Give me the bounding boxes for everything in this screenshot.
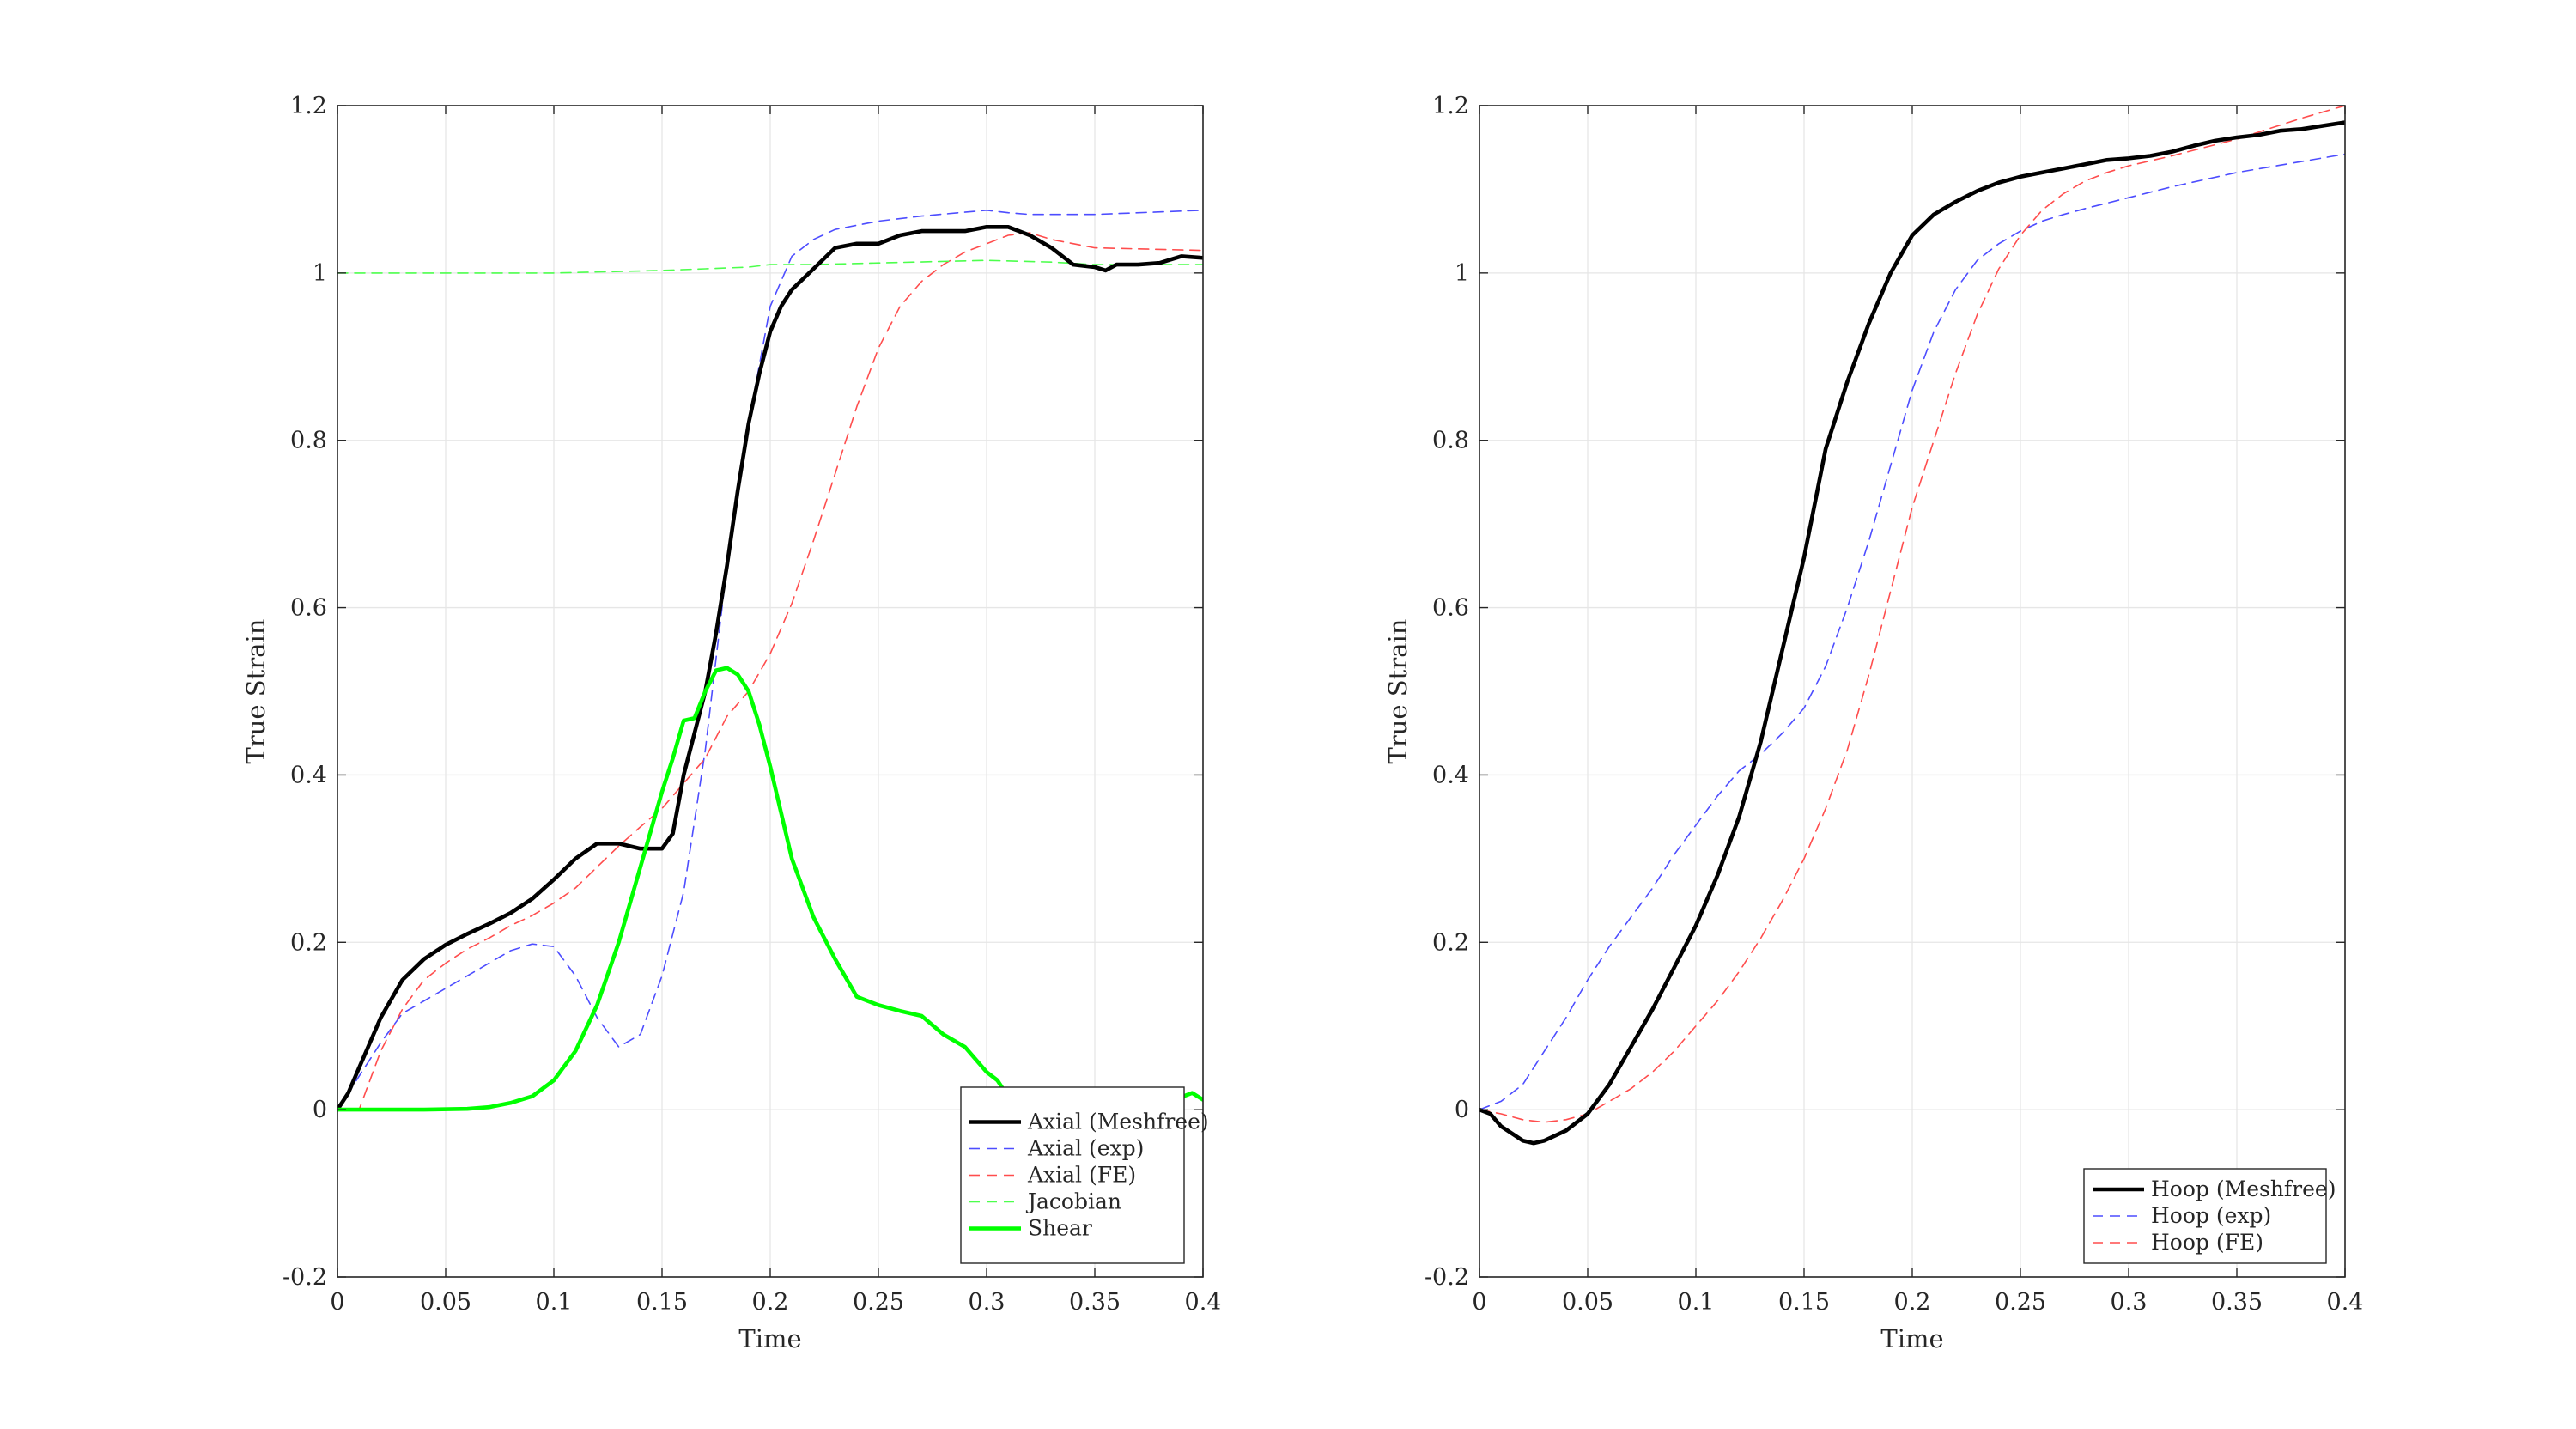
axial-strain-plot: 0 0.05 0.1 0.15 0.2 0.25 0.3 0.35 0.4-0.200.20.4… (241, 93, 1221, 1353)
x-tick-label: 0.15 (1778, 1289, 1830, 1316)
x-tick-label: 0.35 (2211, 1289, 2263, 1316)
legend-label-1: Hoop (exp) (2151, 1203, 2271, 1228)
x-tick-label: 0.3 (969, 1289, 1005, 1316)
x-tick-label: 0.25 (1995, 1289, 2046, 1316)
x-tick-label: 0.2 (752, 1289, 789, 1316)
series-line-2 (1479, 106, 2345, 1123)
y-tick-label: 0.4 (1432, 762, 1469, 788)
x-tick-label: 0.1 (1678, 1289, 1715, 1316)
y-tick-label: 0 (313, 1097, 327, 1123)
y-tick-label: 0.8 (290, 428, 327, 454)
series-line-1 (1479, 153, 2345, 1110)
legend-box (960, 1086, 1185, 1264)
x-tick-label: 0.05 (420, 1289, 471, 1316)
y-tick-label: 0.8 (1432, 428, 1469, 454)
series-line-2 (337, 232, 1203, 1110)
legend-label-2: Hoop (FE) (2151, 1230, 2263, 1255)
y-tick-label: -0.2 (1425, 1264, 1469, 1291)
x-tick-label: 0.35 (1069, 1289, 1121, 1316)
x-tick-label: 0.2 (1894, 1289, 1931, 1316)
x-tick-label: 0.15 (636, 1289, 688, 1316)
hoop-strain-plot: 0 0.05 0.1 0.15 0.2 0.25 0.3 0.35 0.4-0.200.20.4… (1383, 93, 2363, 1353)
series-line-0 (337, 224, 1203, 1112)
y-tick-label: 1 (1455, 260, 1469, 287)
x-tick-label: 0.4 (2327, 1289, 2364, 1316)
x-axis-label: Time (1880, 1324, 1943, 1353)
x-tick-label: 0.25 (853, 1289, 904, 1316)
x-tick-label: 0 (1472, 1289, 1486, 1316)
x-tick-label: 0.3 (2111, 1289, 2148, 1316)
x-tick-label: 0.05 (1562, 1289, 1613, 1316)
legend-label-1: Axial (exp) (1027, 1136, 1144, 1161)
legend-label-4: Shear (1028, 1216, 1092, 1241)
y-tick-label: 0.6 (1432, 595, 1469, 622)
series-line-0 (1479, 120, 2345, 1146)
y-tick-label: -0.2 (283, 1264, 327, 1291)
x-axis-label: Time (738, 1324, 801, 1353)
y-tick-label: 0.2 (1432, 929, 1469, 956)
y-tick-label: 0 (1455, 1097, 1469, 1123)
x-tick-label: 0 (330, 1289, 344, 1316)
legend-label-2: Axial (FE) (1027, 1163, 1136, 1188)
y-axis-label: True Strain (241, 619, 270, 764)
y-tick-label: 1.2 (1432, 93, 1469, 119)
y-axis-label: True Strain (1383, 619, 1413, 764)
x-tick-label: 0.1 (536, 1289, 573, 1316)
y-tick-label: 0.2 (290, 929, 327, 956)
legend-box (2083, 1168, 2327, 1264)
x-tick-label: 0.4 (1185, 1289, 1222, 1316)
legend-label-3: Jacobian (1025, 1189, 1121, 1214)
y-tick-label: 1 (313, 260, 327, 287)
y-tick-label: 0.6 (290, 595, 327, 622)
legend-label-0: Hoop (Meshfree) (2151, 1177, 2336, 1201)
y-tick-label: 0.4 (290, 762, 327, 788)
series-line-1 (337, 210, 1203, 1110)
y-tick-label: 1.2 (290, 93, 327, 119)
legend-label-0: Axial (Meshfree) (1027, 1110, 1209, 1134)
series-line-3 (337, 259, 1203, 274)
